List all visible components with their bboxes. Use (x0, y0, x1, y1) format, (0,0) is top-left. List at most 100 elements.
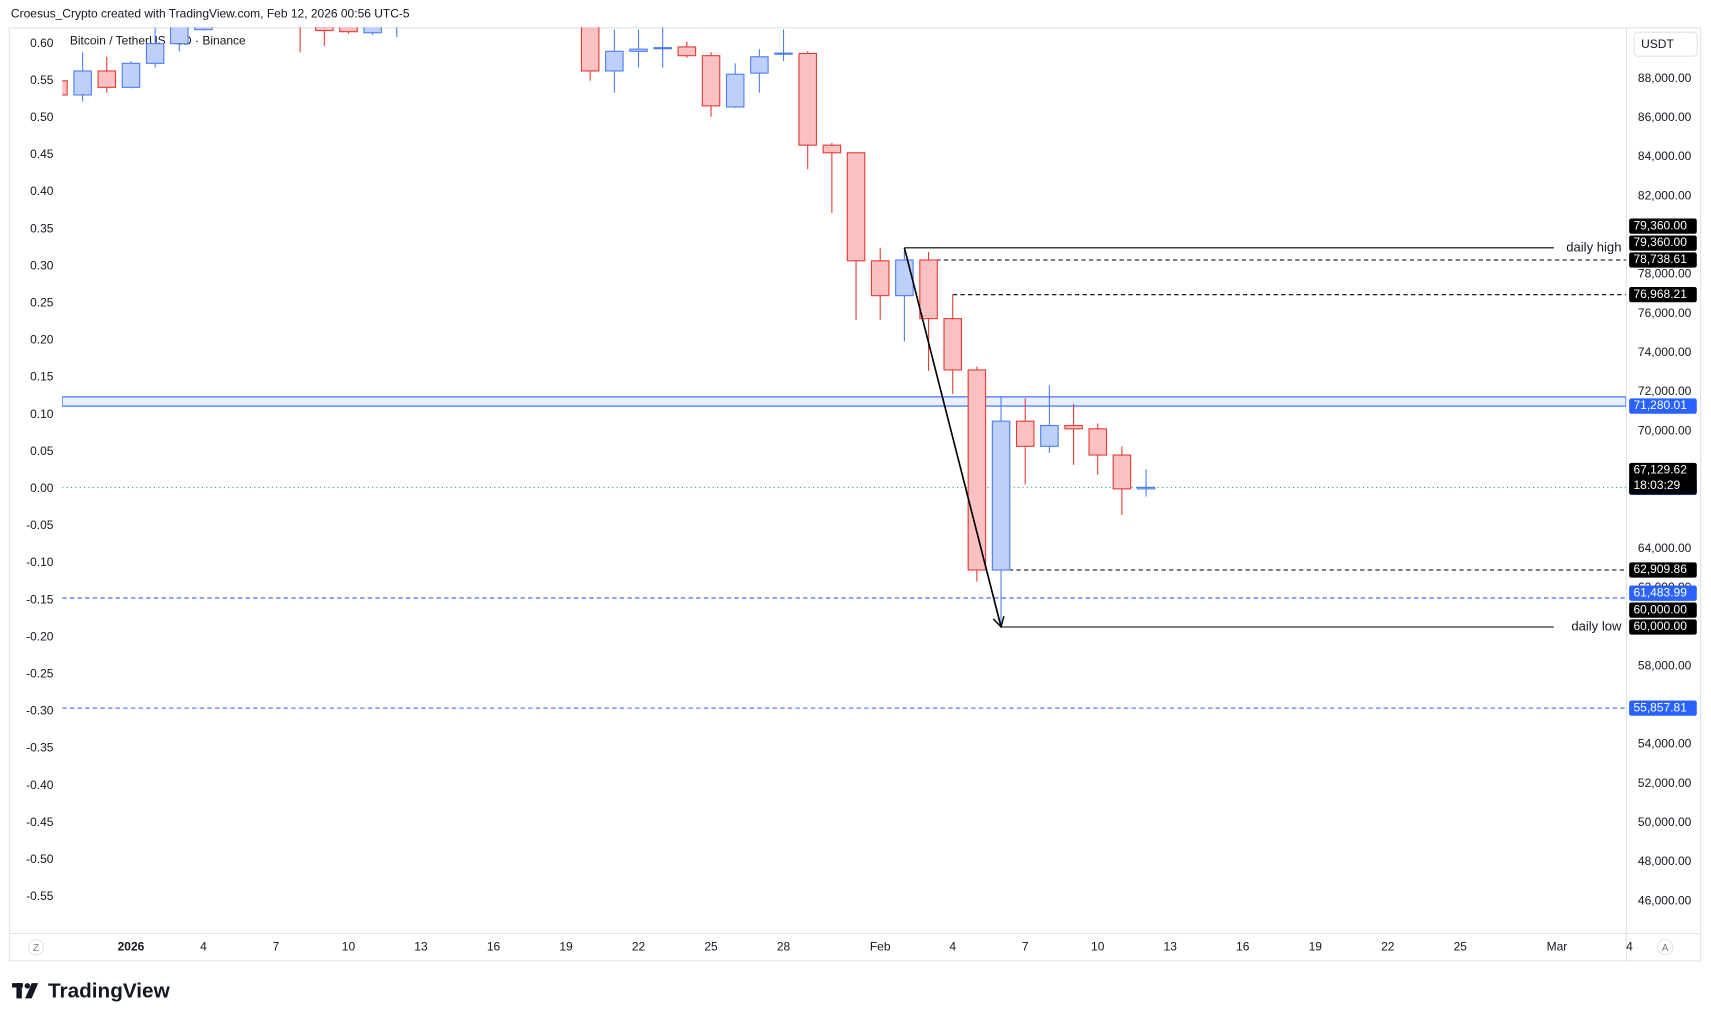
x-tick-label: 10 (1091, 939, 1105, 953)
price-tag (1629, 619, 1697, 635)
currency[interactable]: USDT (1641, 37, 1674, 51)
currency-box[interactable] (1633, 31, 1698, 57)
y2-tick-label: 0.35 (30, 221, 54, 235)
scale-button[interactable] (1656, 938, 1674, 956)
y-tick-label: 86,000.00 (1638, 110, 1692, 124)
x-tick-label: 22 (632, 939, 646, 953)
y2-tick-label: -0.05 (26, 518, 54, 532)
candle-body (339, 27, 358, 33)
y2-tick-label: 0.55 (30, 73, 54, 87)
candle-body (194, 27, 213, 31)
price-tag-countdown: 18:03:29 (1633, 478, 1680, 492)
y2-tick-label: 0.40 (30, 184, 54, 198)
attribution: Croesus_Crypto created with TradingView.… (11, 6, 410, 20)
y2-tick-label: -0.45 (26, 815, 54, 829)
x-tick-label: 4 (200, 939, 207, 953)
candle-body (1064, 424, 1083, 430)
y-tick-label: 70,000.00 (1638, 423, 1692, 437)
x-tick-label: 4 (1626, 939, 1633, 953)
x-tick-label: Mar (1547, 939, 1568, 953)
y2-tick-label: 0.20 (30, 333, 54, 347)
candle-body (315, 27, 334, 32)
x-tick-label: 10 (342, 939, 356, 953)
candle-body (97, 70, 117, 88)
y2-tick-label: -0.40 (26, 778, 54, 792)
candle-body (629, 48, 648, 52)
y-tick-label: 88,000.00 (1638, 71, 1692, 85)
price-tag-label: 79,360.00 (1633, 235, 1687, 249)
x-tick-label: 16 (1236, 939, 1250, 953)
y2-tick-label: 0.00 (30, 481, 54, 495)
candle-body (653, 47, 672, 50)
x-tick-label: 22 (1381, 939, 1395, 953)
y2-tick-label: -0.50 (26, 852, 54, 866)
x-tick-label: 19 (1309, 939, 1323, 953)
x-tick-label: 16 (487, 939, 501, 953)
y-tick-label: 58,000.00 (1638, 658, 1692, 672)
y2-tick-label: -0.30 (26, 704, 54, 718)
price-tag-label: 60,000.00 (1633, 619, 1687, 633)
candle-body (73, 70, 92, 96)
candle-body (1136, 486, 1156, 490)
price-tag (1629, 398, 1697, 414)
candle-body (363, 27, 382, 34)
candle-body (1015, 420, 1035, 447)
y2-tick-label: -0.20 (26, 629, 54, 643)
price-tag (1629, 562, 1697, 578)
y-tick-label: 84,000.00 (1638, 149, 1692, 163)
logo-icon (12, 983, 39, 999)
trend-arrow (903, 247, 1005, 629)
price-tag-label: 55,857.81 (1633, 700, 1687, 714)
price-tag-label: 76,968.21 (1633, 287, 1687, 301)
candle-body (1088, 428, 1108, 456)
candle-body (62, 80, 68, 96)
candle-body (846, 152, 866, 262)
price-tag (1629, 462, 1697, 495)
x-tick-label: 4 (949, 939, 956, 953)
candle-body (750, 56, 769, 74)
price-tag-label: 79,360.00 (1633, 218, 1687, 232)
y2-tick-label: 0.50 (30, 110, 54, 124)
y2-tick-label: 0.60 (30, 36, 54, 50)
logo-text: TradingView (48, 979, 171, 1002)
candle-body (580, 27, 600, 72)
plot-area: daily high daily low (62, 27, 1626, 709)
x-tick-label: 25 (1454, 939, 1468, 953)
y2-tick-label: 0.25 (30, 295, 54, 309)
candle-body (991, 420, 1011, 571)
price-tag (1629, 602, 1697, 618)
price-tag (1629, 287, 1697, 303)
x-tick-label: 28 (777, 939, 791, 953)
x-tick-label: 25 (704, 939, 718, 953)
price-tag-label: 67,129.62 (1633, 463, 1687, 477)
y2-tick-label: -0.55 (26, 889, 54, 903)
candle-body (677, 46, 697, 57)
y-tick-label: 76,000.00 (1638, 306, 1692, 320)
frame (8, 27, 1702, 962)
y2-tick-label: 0.05 (30, 444, 54, 458)
scale-button-label[interactable]: Z (33, 943, 39, 954)
candle-body (701, 55, 721, 107)
candle-body (1112, 454, 1132, 490)
y-tick-label: 46,000.00 (1638, 893, 1692, 907)
y-tick-label: 48,000.00 (1638, 854, 1692, 868)
price-tag (1629, 585, 1697, 601)
scale-button[interactable] (27, 938, 45, 956)
price-tag (1629, 235, 1697, 251)
price-tag-label: 71,280.01 (1633, 398, 1687, 412)
candle-body (121, 62, 141, 88)
candle-body (943, 318, 962, 371)
candle-body (774, 52, 793, 55)
candle-body (1040, 424, 1059, 447)
y2-tick-label: 0.45 (30, 147, 54, 161)
y-tick-label: 50,000.00 (1638, 815, 1692, 829)
y-tick-label: 72,000.00 (1638, 384, 1692, 398)
scale-button-label[interactable]: A (1662, 943, 1669, 954)
candle-body (725, 73, 745, 108)
price-tag (1629, 252, 1697, 268)
price-tag-label: 60,000.00 (1633, 602, 1687, 616)
price-tag (1629, 218, 1697, 234)
symbol-legend: Bitcoin / TetherUS · 1D · Binance (70, 34, 246, 48)
candle-body (170, 27, 189, 45)
